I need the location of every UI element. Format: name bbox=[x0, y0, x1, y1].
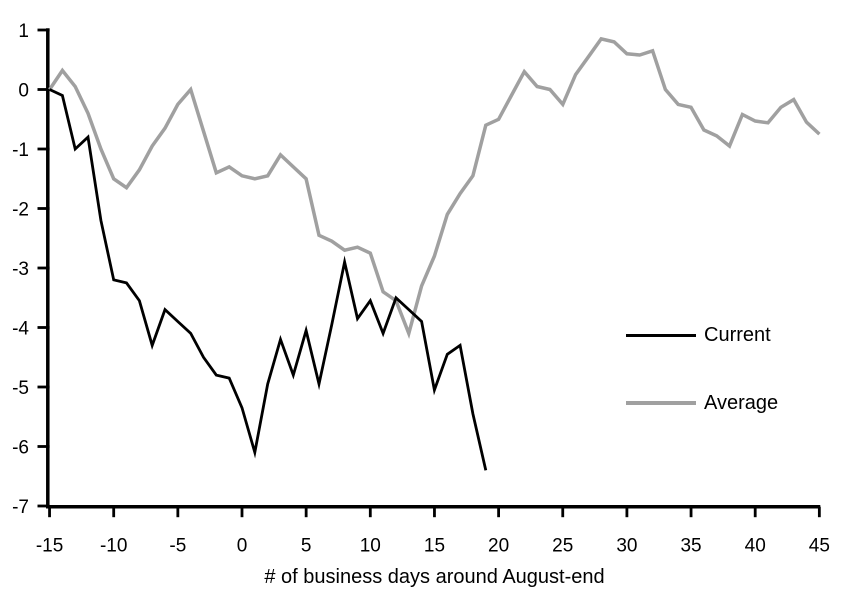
y-tick-label: -3 bbox=[12, 259, 29, 280]
y-tick-label: -2 bbox=[12, 199, 29, 220]
x-tick-label: 20 bbox=[488, 536, 509, 557]
x-tick-label: 30 bbox=[616, 536, 637, 557]
series-average-line bbox=[48, 36, 821, 339]
legend-average-swatch bbox=[626, 401, 696, 405]
legend-current-label: Current bbox=[704, 323, 771, 346]
x-axis-title: # of business days around August-end bbox=[264, 566, 605, 588]
x-tick-label: 5 bbox=[301, 536, 312, 557]
y-tick-label: 1 bbox=[18, 21, 29, 42]
series-current-line bbox=[49, 88, 488, 471]
x-tick-label: 0 bbox=[237, 536, 248, 557]
x-tick-label: 10 bbox=[360, 536, 381, 557]
y-tick-label: -5 bbox=[12, 378, 29, 399]
x-tick-label: 45 bbox=[809, 536, 830, 557]
x-tick-label: 40 bbox=[745, 536, 766, 557]
legend-current-swatch bbox=[626, 333, 696, 337]
x-tick-label: 25 bbox=[552, 536, 573, 557]
legend-item-average: Average bbox=[626, 391, 778, 415]
x-tick-label: 35 bbox=[680, 536, 701, 557]
y-tick-label: 0 bbox=[18, 80, 29, 101]
y-tick-label: -7 bbox=[12, 497, 29, 518]
y-tick-label: -6 bbox=[12, 437, 29, 458]
x-tick-label: -5 bbox=[169, 536, 186, 557]
y-tick-label: -4 bbox=[12, 318, 29, 339]
x-tick-label: -15 bbox=[36, 536, 63, 557]
y-tick-label: -1 bbox=[12, 140, 29, 161]
legend-item-current: Current bbox=[626, 323, 771, 347]
x-tick-label: 15 bbox=[424, 536, 445, 557]
x-tick-label: -10 bbox=[100, 536, 127, 557]
legend-average-label: Average bbox=[704, 391, 779, 414]
